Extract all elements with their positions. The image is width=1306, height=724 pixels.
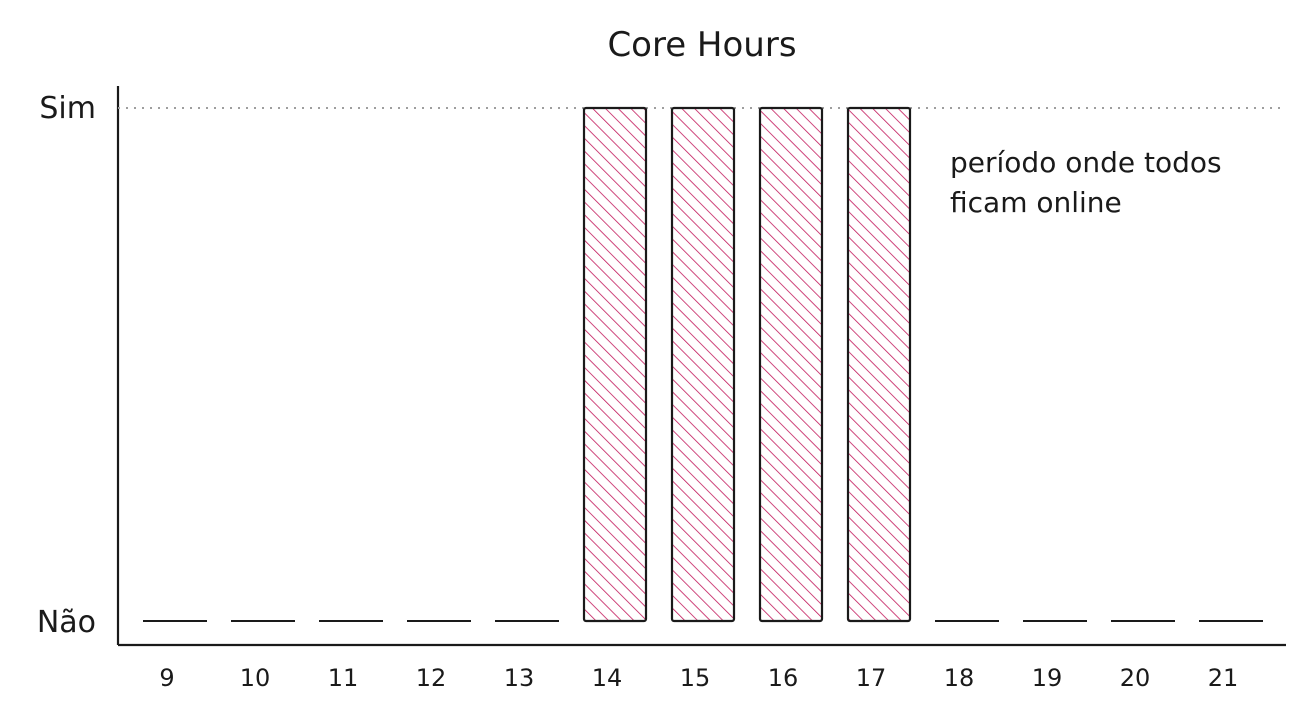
chart-title: Core Hours	[607, 25, 796, 65]
x-tick-label-9: 9	[159, 664, 174, 692]
x-tick-label-13: 13	[504, 664, 535, 692]
bar-14	[582, 106, 648, 623]
x-tick-label-20: 20	[1120, 664, 1151, 692]
x-tick-label-12: 12	[416, 664, 447, 692]
x-tick-label-21: 21	[1208, 664, 1239, 692]
x-tick-label-19: 19	[1032, 664, 1063, 692]
x-tick-label-15: 15	[680, 664, 711, 692]
x-tick-label-14: 14	[592, 664, 623, 692]
annotation-line-2: ficam online	[950, 186, 1122, 219]
x-tick-label-17: 17	[856, 664, 887, 692]
x-tick-label-18: 18	[944, 664, 975, 692]
bar-16	[758, 106, 824, 623]
bars-group	[143, 106, 1263, 623]
x-tick-labels: 9 10 11 12 13 14 15 16 17 18 19 20 21	[159, 664, 1238, 692]
bar-17	[846, 106, 912, 623]
x-tick-label-11: 11	[328, 664, 359, 692]
x-tick-label-10: 10	[240, 664, 271, 692]
y-tick-label-sim: Sim	[39, 91, 96, 126]
bar-15	[670, 106, 736, 623]
x-tick-label-16: 16	[768, 664, 799, 692]
y-tick-label-nao: Não	[37, 605, 96, 640]
annotation-line-1: período onde todos	[950, 146, 1222, 179]
